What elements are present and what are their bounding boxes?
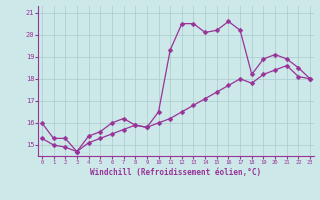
X-axis label: Windchill (Refroidissement éolien,°C): Windchill (Refroidissement éolien,°C) xyxy=(91,168,261,177)
